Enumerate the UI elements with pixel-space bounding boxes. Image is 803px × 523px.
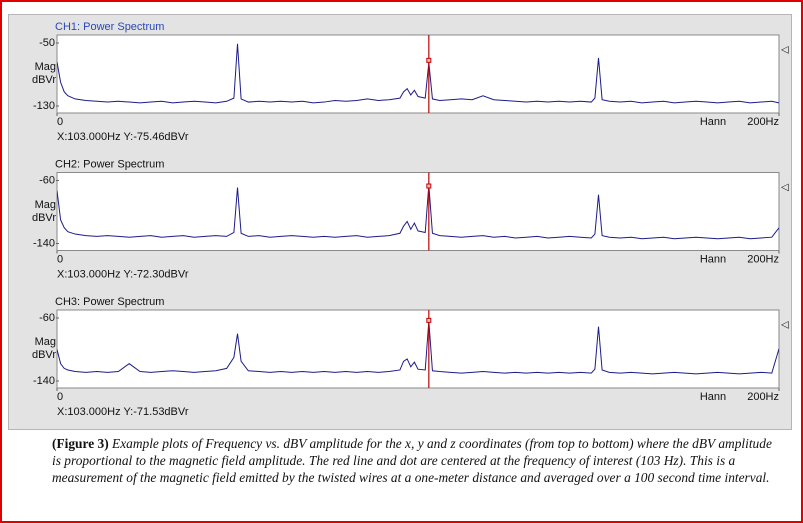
- plot-title: CH2: Power Spectrum: [55, 158, 164, 170]
- plot-title: CH3: Power Spectrum: [55, 296, 164, 308]
- x-tick-label: 200Hz: [747, 116, 779, 128]
- cursor-readout: X:103.000Hz Y:-71.53dBVr: [57, 406, 189, 418]
- window-label: Hann: [700, 116, 726, 128]
- plot-area: [56, 172, 780, 251]
- window-label: Hann: [700, 253, 726, 265]
- y-tick-label: -140: [33, 237, 55, 249]
- cursor-dot: [426, 57, 432, 63]
- cursor-readout: X:103.000Hz Y:-72.30dBVr: [57, 268, 189, 280]
- x-tick-label: 0: [57, 116, 63, 128]
- x-tick-label: 200Hz: [747, 253, 779, 265]
- spectrum-line: [57, 43, 779, 104]
- plot-area: [56, 309, 780, 389]
- plot-title: CH1: Power Spectrum: [55, 21, 164, 33]
- window-label: Hann: [700, 391, 726, 403]
- caption-label: (Figure 3): [52, 436, 109, 451]
- cursor-readout: X:103.000Hz Y:-75.46dBVr: [57, 131, 189, 143]
- x-tick-label: 0: [57, 253, 63, 265]
- y-tick-label: -140: [33, 375, 55, 387]
- x-tick-label: 200Hz: [747, 391, 779, 403]
- caption-text: Example plots of Frequency vs. dBV ampli…: [52, 436, 772, 485]
- edge-marker: ◁: [781, 45, 789, 56]
- spectrum-plots: CH1: Power Spectrum -130 -50 0 200Hz Hann X:10…: [33, 21, 789, 418]
- y-tick-label: -60: [39, 174, 55, 186]
- caption: (Figure 3) Example plots of Frequency vs…: [52, 435, 780, 486]
- y-axis-label: Mag dBVr: [31, 61, 56, 86]
- y-axis-label: Mag dBVr: [31, 336, 56, 361]
- x-tick-label: 0: [57, 391, 63, 403]
- cursor-dot: [426, 183, 432, 189]
- y-tick-label: -50: [39, 37, 55, 49]
- y-tick-label: -130: [33, 100, 55, 112]
- cursor-dot: [426, 317, 432, 323]
- spectrum-line: [57, 185, 779, 240]
- edge-marker: ◁: [781, 182, 789, 193]
- y-axis-label: Mag dBVr: [31, 198, 56, 224]
- y-tick-label: -60: [39, 312, 55, 324]
- spectrum-line: [57, 321, 779, 375]
- plot-area: [56, 34, 780, 114]
- edge-marker: ◁: [781, 320, 789, 331]
